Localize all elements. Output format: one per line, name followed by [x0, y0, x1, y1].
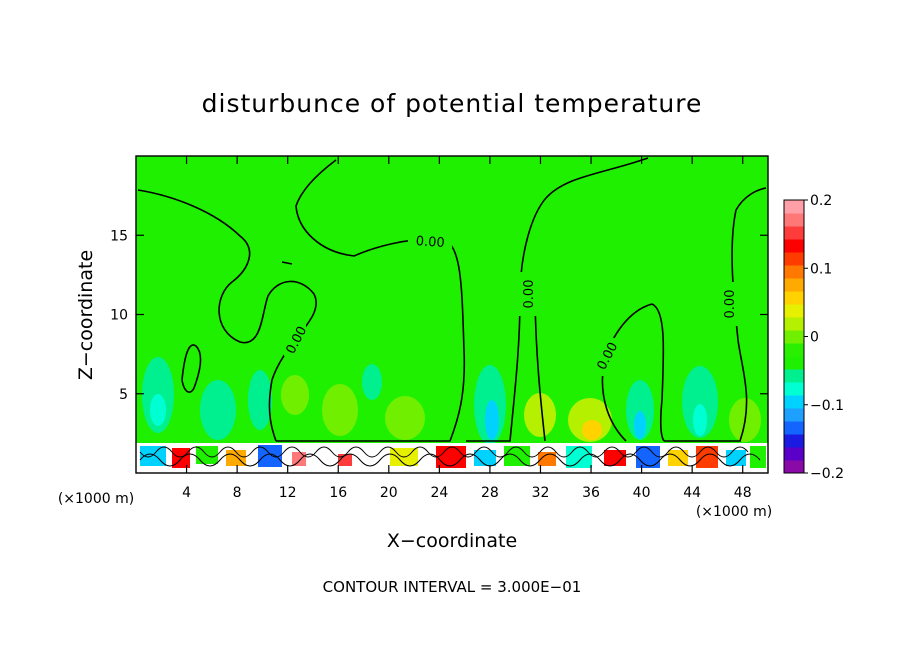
colorbar-swatch — [784, 447, 804, 461]
cool-patch — [682, 366, 718, 438]
contour-interval-note: CONTOUR INTERVAL = 3.000E−01 — [323, 578, 582, 596]
contour-line — [466, 157, 649, 442]
cool-patch — [693, 404, 707, 436]
field-patches — [142, 357, 761, 445]
colorbar-swatch — [784, 343, 804, 357]
y-tick-label: 5 — [119, 387, 128, 403]
colorbar-swatch — [784, 304, 804, 318]
x-tick-label: 40 — [633, 485, 651, 501]
warm-patch — [524, 393, 556, 437]
x-tick-label: 44 — [683, 485, 701, 501]
colorbar-swatch — [784, 252, 804, 266]
x-tick-label: 48 — [734, 485, 752, 501]
colorbar-swatch — [784, 278, 804, 292]
colorbar-swatch — [784, 317, 804, 331]
x-tick-label: 32 — [532, 485, 550, 501]
colorbar-swatch — [784, 213, 804, 227]
x-unit-right: (×1000 m) — [696, 504, 772, 520]
x-axis-label: X−coordinate — [387, 530, 517, 552]
cool-patch — [248, 370, 272, 430]
x-tick-label: 12 — [279, 485, 297, 501]
cool-patch — [634, 411, 646, 439]
contour-line — [181, 344, 202, 393]
colorbar-swatch — [784, 434, 804, 448]
colorbar-swatch — [784, 330, 804, 344]
warm-patch — [322, 384, 358, 436]
x-tick-label: 8 — [233, 485, 242, 501]
warm-patch — [582, 420, 602, 440]
x-tick-label: 16 — [329, 485, 347, 501]
colorbar-swatch — [784, 356, 804, 370]
cool-patch — [362, 364, 382, 400]
colorbar-swatch — [784, 460, 804, 474]
y-tick-label: 15 — [110, 228, 128, 244]
colorbar-swatch — [784, 395, 804, 409]
contour-labels: 0.00 0.00 0.00 0.00 0.00 — [283, 232, 742, 376]
warm-patch — [385, 396, 425, 440]
x-tick-label: 28 — [481, 485, 499, 501]
x-tick-label: 24 — [430, 485, 448, 501]
colorbar-swatch — [784, 421, 804, 435]
contour-label: 0.00 — [723, 290, 738, 319]
y-axis-label: Z−coordinate — [75, 250, 97, 380]
chart-title: disturbunce of potential temperature — [202, 89, 703, 118]
colorbar-swatch — [784, 291, 804, 305]
x-tick-label: 20 — [380, 485, 398, 501]
contour-label: 0.00 — [415, 234, 445, 251]
x-tick-label: 4 — [182, 485, 191, 501]
plot-background — [136, 156, 768, 473]
warm-patch — [281, 375, 309, 415]
colorbar-tick-label: 0.2 — [810, 193, 832, 209]
cool-patch — [485, 400, 499, 440]
colorbar-swatch — [784, 265, 804, 279]
colorbar-tick-label: 0 — [810, 330, 819, 346]
colorbar-tick-label: −0.2 — [810, 466, 844, 482]
colorbar-tick-label: 0.1 — [810, 261, 832, 277]
cool-patch — [626, 380, 654, 440]
x-axis: 4 8 12 16 20 24 28 32 36 40 44 48 — [182, 156, 752, 501]
contour-line — [534, 299, 546, 442]
colorbar-tick-label: −0.1 — [810, 398, 844, 414]
contour-line — [601, 303, 665, 442]
cool-patch — [150, 394, 166, 426]
colorbar-swatch — [784, 200, 804, 214]
plot-area: 0.00 0.00 0.00 0.00 0.00 — [135, 155, 769, 474]
surface-layer — [136, 443, 768, 473]
colorbar: 0.2 0.1 0 −0.1 −0.2 — [783, 193, 844, 482]
y-axis: 5 10 15 — [110, 228, 768, 403]
cool-patch — [200, 380, 236, 440]
x-unit-left: (×1000 m) — [58, 491, 134, 507]
y-tick-label: 10 — [110, 308, 128, 324]
colorbar-swatch — [784, 239, 804, 253]
colorbar-swatch — [784, 226, 804, 240]
colorbar-swatch — [784, 408, 804, 422]
contour-label: 0.00 — [522, 280, 537, 309]
contour-line — [281, 261, 293, 265]
x-tick-label: 36 — [582, 485, 600, 501]
colorbar-swatch — [784, 369, 804, 383]
colorbar-swatch — [784, 382, 804, 396]
